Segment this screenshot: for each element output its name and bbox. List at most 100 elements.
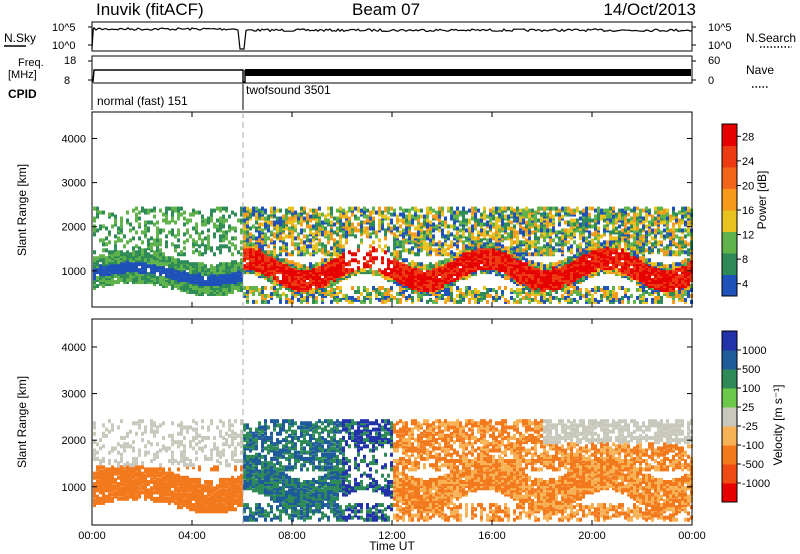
power-cell [462,264,465,269]
power-cell [417,230,420,235]
power-cell [369,291,372,296]
power-cell [234,212,237,217]
power-cell [378,222,381,227]
power-cell [639,208,642,213]
power-cell [183,246,186,251]
power-cell [474,214,477,219]
power-cell [450,244,453,249]
power-cell [468,226,471,231]
power-cell [306,286,309,291]
power-cell [513,224,516,229]
power-cell [576,206,579,211]
power-cell [591,224,594,229]
power-cell [300,238,303,243]
power-cell [354,206,357,211]
power-cell [405,295,408,300]
power-cell [297,297,300,302]
power-cell [213,252,216,257]
power-cell [528,214,531,219]
power-cell [540,216,543,221]
power-cell [411,250,414,255]
power-cell [420,242,423,247]
power-cell [576,299,579,304]
power-cell [507,232,510,237]
nsearch-label: N.Search [746,31,796,45]
power-cell [303,228,306,233]
power-cell [312,244,315,249]
power-cell [399,212,402,217]
power-cell [159,238,162,243]
power-cell [420,262,423,267]
power-cell [645,206,648,211]
power-cell [447,230,450,235]
power-cell [282,266,285,271]
power-cell [294,236,297,241]
power-cell [567,256,570,261]
power-cell [192,289,195,294]
power-cell [543,248,546,253]
power-cell [552,262,555,267]
power-cell [213,266,216,271]
power-cell [291,260,294,265]
power-cell [636,288,639,292]
power-cell [399,244,402,249]
power-cell [228,228,231,233]
power-cell [594,214,597,219]
power-cell [477,242,480,247]
power-cell [93,228,96,233]
power-cell [642,284,645,289]
power-cell [405,264,408,269]
power-cell [672,226,675,231]
power-cell [405,226,408,231]
power-cell [408,216,411,221]
power-cell [603,224,606,229]
power-cell [651,278,654,283]
power-cell [264,286,267,291]
power-cell [552,214,555,219]
power-cell [141,240,144,245]
power-cell [426,288,429,292]
power-cell [441,232,444,237]
power-cell [279,293,282,298]
power-cell [243,270,246,275]
power-cell [111,212,114,217]
power-cell [306,216,309,221]
power-cell [126,250,129,255]
power-cell [342,222,345,227]
power-cell [300,252,303,257]
power-cell [351,222,354,227]
power-cell [288,284,291,289]
power-cell [348,250,351,255]
power-cell [249,232,252,237]
power-cell [309,230,312,235]
power-cell [261,206,264,211]
power-cell [411,274,414,279]
power-cell [438,218,441,223]
power-cell [531,208,534,213]
power-cell [546,234,549,239]
power-cell [609,250,612,255]
power-cell [501,206,504,211]
power-cell [510,254,513,259]
power-cell [456,286,459,291]
power-cell [120,224,123,229]
power-cell [240,252,243,257]
power-cell [510,288,513,292]
power-cell [186,272,189,277]
power-cell [567,220,570,225]
power-cell [453,278,456,283]
power-cell [309,289,312,294]
power-cell [603,289,606,294]
power-cell [477,289,480,294]
power-cell [357,295,360,300]
power-cell [642,224,645,229]
power-cell [666,250,669,255]
power-cell [459,250,462,255]
power-cell [153,238,156,243]
power-cell [234,244,237,249]
power-cell [222,262,225,267]
power-cell [342,264,345,269]
power-cell [144,220,147,225]
power-cell [366,288,369,292]
power-cell [624,210,627,215]
